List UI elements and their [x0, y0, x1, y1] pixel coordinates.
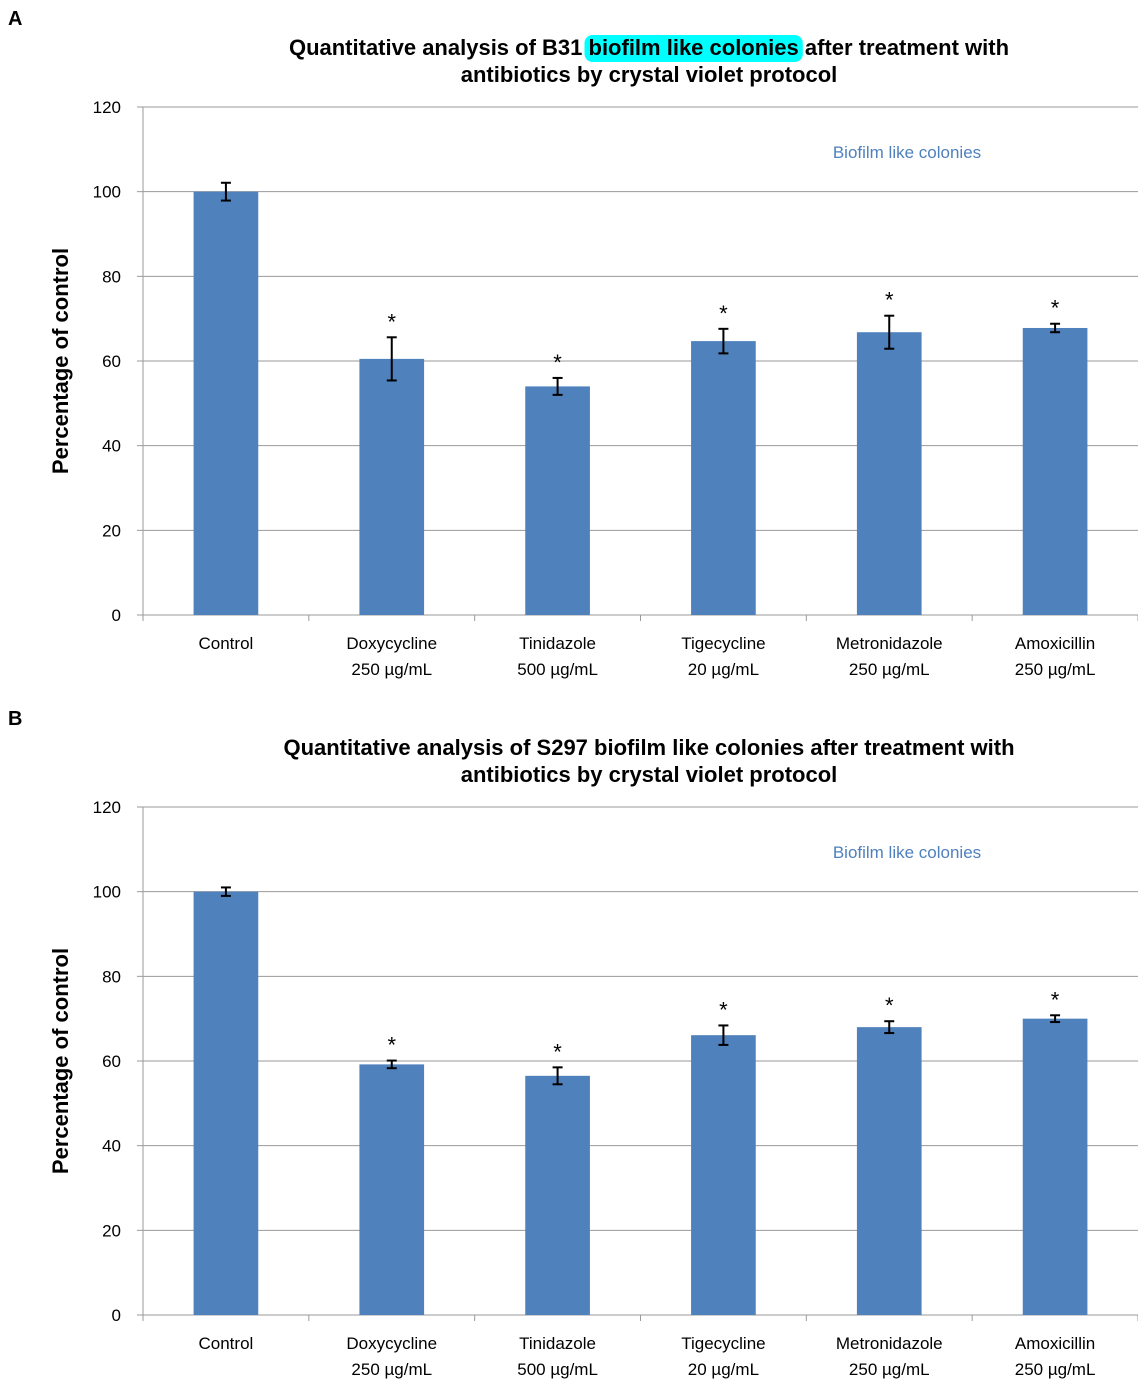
- x-tick-label: Metronidazole: [836, 1334, 943, 1353]
- x-tick-label-unit: 250 µg/mL: [849, 660, 930, 679]
- chart-panel-b: B Quantitative analysis of S297 biofilm …: [0, 700, 1138, 1390]
- significance-marker: *: [387, 1033, 396, 1058]
- bar: [1022, 327, 1088, 615]
- chart-title-line: Quantitative analysis of B31 biofilm lik…: [289, 35, 1009, 60]
- x-tick-label: Doxycycline: [346, 634, 437, 653]
- x-tick-label-unit: 500 µg/mL: [517, 1360, 598, 1379]
- title-highlight-box: [584, 35, 803, 62]
- bar: [1022, 1018, 1088, 1315]
- error-bar: [220, 181, 231, 202]
- error-bar: [718, 1024, 729, 1046]
- significance-marker: *: [1051, 987, 1060, 1012]
- x-tick-label-unit: 250 µg/mL: [351, 660, 432, 679]
- error-bar: [386, 336, 397, 382]
- x-tick-label-unit: 20 µg/mL: [688, 660, 759, 679]
- x-tick-label: Control: [199, 634, 254, 653]
- bar-chart-b: Quantitative analysis of S297 biofilm li…: [48, 735, 1138, 1379]
- bar: [359, 1064, 425, 1315]
- bar: [193, 891, 259, 1315]
- y-tick-label: 100: [93, 183, 121, 202]
- y-axis-label: Percentage of control: [48, 248, 73, 474]
- x-tick-label: Tinidazole: [519, 634, 596, 653]
- title-text: antibiotics by crystal violet protocol: [461, 762, 838, 787]
- bar: [359, 358, 425, 615]
- x-tick-label: Doxycycline: [346, 1334, 437, 1353]
- significance-marker: *: [885, 288, 894, 313]
- y-axis-label: Percentage of control: [48, 948, 73, 1174]
- legend-label: Biofilm like colonies: [833, 143, 981, 162]
- panel-label: A: [8, 8, 23, 30]
- y-tick-label: 100: [93, 883, 121, 902]
- title-text: antibiotics by crystal violet protocol: [461, 62, 838, 87]
- title-text: after treatment with: [799, 35, 1009, 60]
- x-tick-label-unit: 250 µg/mL: [351, 1360, 432, 1379]
- y-tick-label: 40: [102, 1137, 121, 1156]
- significance-marker: *: [553, 1039, 562, 1064]
- legend-label: Biofilm like colonies: [833, 843, 981, 862]
- panel-label: B: [8, 708, 23, 730]
- bar: [193, 191, 259, 615]
- bar: [525, 1075, 590, 1315]
- y-tick-label: 60: [102, 1052, 121, 1071]
- significance-marker: *: [885, 993, 894, 1018]
- error-bar: [718, 327, 729, 355]
- x-tick-label: Amoxicillin: [1015, 1334, 1095, 1353]
- x-tick-label: Metronidazole: [836, 634, 943, 653]
- title-text: Quantitative analysis of B31: [289, 35, 589, 60]
- bar: [691, 341, 756, 615]
- chart-panel-a: A Quantitative analysis of B31 biofilm l…: [0, 0, 1138, 690]
- x-tick-label: Tigecycline: [681, 1334, 765, 1353]
- x-tick-label-unit: 20 µg/mL: [688, 1360, 759, 1379]
- error-bar: [386, 1059, 397, 1070]
- chart-title: Quantitative analysis of S297 biofilm li…: [283, 735, 1014, 787]
- x-tick-label-unit: 250 µg/mL: [1015, 660, 1096, 679]
- chart-title: Quantitative analysis of B31 biofilm lik…: [289, 35, 1009, 87]
- y-tick-label: 0: [112, 606, 121, 625]
- x-tick-label-unit: 250 µg/mL: [1015, 1360, 1096, 1379]
- y-tick-label: 80: [102, 967, 121, 986]
- error-bar: [552, 1066, 563, 1086]
- bar: [856, 332, 922, 615]
- significance-marker: *: [1051, 296, 1060, 321]
- chart-title-line: antibiotics by crystal violet protocol: [461, 62, 838, 87]
- x-tick-label: Control: [199, 1334, 254, 1353]
- y-tick-label: 20: [102, 521, 121, 540]
- y-tick-label: 80: [102, 267, 121, 286]
- y-tick-label: 40: [102, 437, 121, 456]
- error-bar: [1050, 322, 1061, 334]
- error-bar: [884, 314, 895, 350]
- y-tick-label: 0: [112, 1306, 121, 1325]
- y-tick-label: 120: [93, 98, 121, 117]
- x-tick-label: Tigecycline: [681, 634, 765, 653]
- x-tick-label-unit: 500 µg/mL: [517, 660, 598, 679]
- bar-chart-a: Quantitative analysis of B31 biofilm lik…: [48, 35, 1138, 679]
- significance-marker: *: [719, 997, 728, 1022]
- x-tick-label: Amoxicillin: [1015, 634, 1095, 653]
- error-bar: [884, 1020, 895, 1035]
- x-tick-label: Tinidazole: [519, 1334, 596, 1353]
- title-highlight-text: biofilm like colonies: [589, 35, 799, 60]
- error-bar: [220, 886, 231, 897]
- title-text: Quantitative analysis of S297 biofilm li…: [283, 735, 1014, 760]
- y-tick-label: 60: [102, 352, 121, 371]
- error-bar: [552, 376, 563, 396]
- chart-title-line: antibiotics by crystal violet protocol: [461, 762, 838, 787]
- bar: [525, 386, 590, 615]
- y-tick-label: 120: [93, 798, 121, 817]
- bar: [691, 1035, 756, 1315]
- y-tick-label: 20: [102, 1221, 121, 1240]
- significance-marker: *: [553, 350, 562, 375]
- x-tick-label-unit: 250 µg/mL: [849, 1360, 930, 1379]
- significance-marker: *: [387, 309, 396, 334]
- error-bar: [1050, 1014, 1061, 1024]
- bar: [856, 1027, 922, 1315]
- significance-marker: *: [719, 301, 728, 326]
- chart-title-line: Quantitative analysis of S297 biofilm li…: [283, 735, 1014, 760]
